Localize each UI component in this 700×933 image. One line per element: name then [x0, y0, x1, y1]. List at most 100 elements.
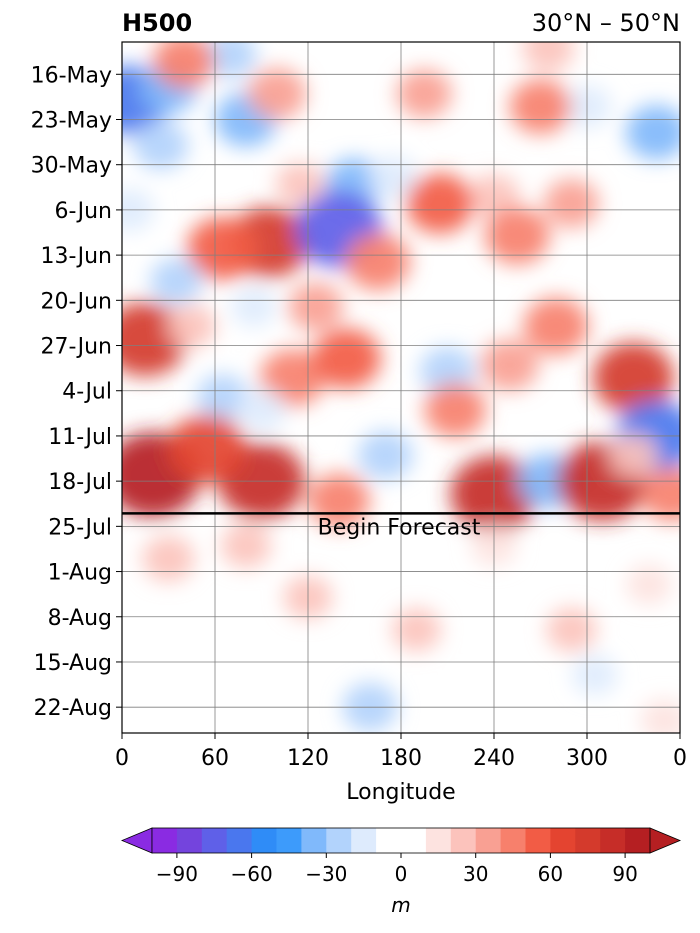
anomaly-blob [625, 105, 680, 160]
anomaly-blob [150, 257, 203, 304]
anomaly-blob [167, 304, 217, 348]
colorbar-segment [475, 828, 502, 853]
anomaly-blob [187, 217, 259, 281]
anomaly-blob [230, 286, 277, 327]
y-tick-label: 1-Aug [48, 561, 112, 586]
x-tick-label: 180 [380, 746, 422, 771]
anomaly-blob [312, 328, 381, 389]
colorbar-segment [625, 828, 651, 853]
y-tick-label: 30-May [31, 154, 112, 179]
colorbar-segment [450, 828, 477, 853]
colorbar-segment [525, 828, 551, 853]
y-tick-label: 16-May [31, 63, 112, 88]
colorbar-segment [326, 828, 352, 853]
anomaly-blob [523, 297, 589, 355]
anomaly-blob [168, 414, 247, 484]
colorbar-segment [226, 828, 253, 853]
colorbar-segment [575, 828, 601, 853]
y-tick-label: 11-Jul [48, 425, 112, 450]
colorbar-tick-label: 0 [395, 862, 408, 886]
anomaly-blob [543, 179, 600, 228]
colorbar-segment [152, 828, 178, 853]
x-axis-label: Longitude [346, 780, 455, 805]
anomaly-blob [133, 120, 189, 170]
anomaly-blob [405, 173, 474, 234]
heatmap-field [122, 42, 680, 733]
colorbar: −90 −60 −30 0 30 60 90 [120, 827, 682, 886]
y-tick-label: 25-Jul [48, 515, 112, 540]
colorbar-tick-label: −30 [305, 862, 347, 886]
anomaly-blob [626, 564, 672, 605]
anomaly-blob [396, 69, 452, 119]
y-axis: 16-May 23-May 30-May 6-Jun 13-Jun 20-Jun 27-Ju… [31, 63, 122, 721]
x-tick-label: 120 [287, 746, 329, 771]
y-tick-label: 4-Jul [62, 380, 112, 405]
y-tick-label: 6-Jun [54, 199, 112, 224]
anomaly-blob [484, 207, 550, 265]
x-tick-label: 60 [201, 746, 229, 771]
anomaly-blob [368, 156, 418, 200]
colorbar-tick-label: −60 [230, 862, 272, 886]
x-tick-label: 0 [673, 746, 687, 771]
y-tick-label: 22-Aug [34, 696, 112, 721]
colorbar-tick-label: −90 [156, 862, 198, 886]
y-tick-label: 23-May [31, 108, 112, 133]
y-tick-label: 15-Aug [34, 651, 112, 676]
anomaly-blob [640, 699, 680, 733]
colorbar-segment [201, 828, 228, 853]
anomaly-blob [609, 433, 658, 477]
anomaly-blob [345, 232, 411, 291]
anomaly-blob [247, 67, 307, 120]
y-tick-label: 8-Aug [48, 606, 112, 631]
anomaly-blob [153, 42, 215, 89]
anomaly-blob [480, 339, 539, 391]
anomaly-blob [220, 523, 272, 568]
colorbar-segment [251, 828, 277, 853]
colorbar-segment [550, 828, 576, 853]
colorbar-extend-high [649, 827, 682, 854]
colorbar-segment [500, 828, 526, 853]
colorbar-segment [600, 828, 626, 853]
y-tick-label: 18-Jul [48, 470, 112, 495]
anomaly-blob [196, 374, 249, 421]
anomaly-blob [641, 466, 680, 522]
anomaly-blob [357, 430, 414, 480]
anomaly-blob [275, 162, 325, 206]
y-tick-label: 13-Jun [40, 244, 112, 269]
chart-title-right: 30°N – 50°N [532, 9, 680, 37]
anomaly-blob [424, 382, 487, 438]
colorbar-segment [276, 828, 302, 853]
anomaly-blob [571, 654, 618, 696]
anomaly-blob [237, 388, 286, 432]
colorbar-segment [351, 828, 377, 853]
begin-forecast-annotation: Begin Forecast [318, 515, 481, 540]
anomaly-blob [509, 79, 572, 134]
anomaly-blob [546, 607, 597, 652]
y-tick-label: 20-Jun [40, 289, 112, 314]
anomaly-blob [288, 282, 344, 332]
chart-title-left: H500 [122, 9, 192, 37]
anomaly-blob [522, 42, 575, 72]
colorbar-tick-label: 90 [612, 862, 637, 886]
anomaly-blob [593, 342, 674, 414]
colorbar-extend-low [120, 827, 153, 854]
colorbar-tick-label: 60 [538, 862, 563, 886]
anomaly-blob [392, 608, 441, 652]
y-tick-label: 27-Jun [40, 335, 112, 360]
colorbar-tick-label: 30 [463, 862, 488, 886]
x-tick-label: 240 [473, 746, 515, 771]
colorbar-segment [301, 828, 327, 853]
colorbar-segment [176, 828, 203, 853]
anomaly-blob [260, 349, 325, 407]
colorbar-label: m [391, 893, 410, 917]
x-tick-label: 0 [115, 746, 129, 771]
colorbar-segment [376, 828, 427, 853]
x-tick-label: 300 [566, 746, 608, 771]
anomaly-blob [142, 535, 195, 582]
anomaly-blob [457, 675, 500, 714]
colorbar-segment [425, 828, 452, 853]
x-axis: 0 60 120 180 240 300 0 [115, 733, 687, 771]
anomaly-blob [204, 42, 257, 78]
